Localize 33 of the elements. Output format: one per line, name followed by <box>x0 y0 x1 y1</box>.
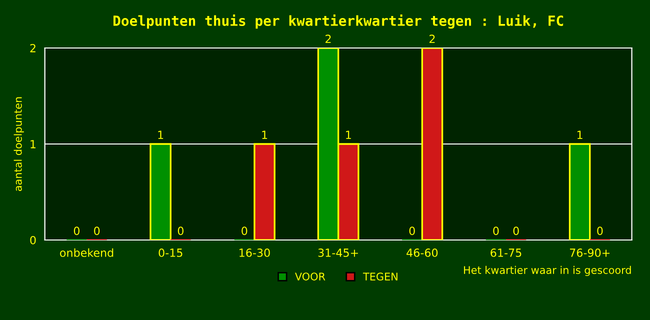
bar <box>254 143 276 240</box>
bar <box>150 143 172 240</box>
data-label: 0 <box>178 226 184 236</box>
data-label: 2 <box>326 34 331 43</box>
x-tick-label: 76-90+ <box>570 248 610 257</box>
data-label: 1 <box>578 130 582 139</box>
y-tick-label: 2 <box>30 44 36 52</box>
x-tick-label: 0-15 <box>158 248 182 257</box>
legend-label: TEGEN <box>362 272 398 280</box>
y-tick-label: 0 <box>30 236 36 244</box>
data-label: 0 <box>513 226 519 236</box>
data-label: 1 <box>262 130 268 139</box>
bar <box>421 48 444 240</box>
x-tick-label: onbekend <box>60 248 114 257</box>
x-axis-title: Het kwartier waar in is gescoord <box>464 266 631 276</box>
data-label: 2 <box>430 34 435 43</box>
data-label: 0 <box>597 226 603 236</box>
bar <box>568 143 591 240</box>
data-label: 0 <box>74 226 80 236</box>
y-axis-title: aantal doelpunten <box>14 97 24 191</box>
data-label: 0 <box>409 226 415 236</box>
data-label: 1 <box>346 130 351 139</box>
chart-title: Doelpunten thuis per kwartierkwartier tegen : Luik, FC <box>113 14 564 29</box>
x-tick-label: 61-75 <box>490 248 522 257</box>
data-label: 0 <box>242 226 248 236</box>
x-tick-label: 31-45+ <box>318 248 358 257</box>
data-label: 1 <box>158 130 164 139</box>
x-tick-label: 46-60 <box>406 248 438 257</box>
data-label: 0 <box>493 226 499 236</box>
x-tick-label: 16-30 <box>240 248 270 257</box>
legend-label: VOOR <box>295 272 326 280</box>
data-label: 0 <box>94 226 100 236</box>
y-tick-label: 1 <box>30 140 36 148</box>
